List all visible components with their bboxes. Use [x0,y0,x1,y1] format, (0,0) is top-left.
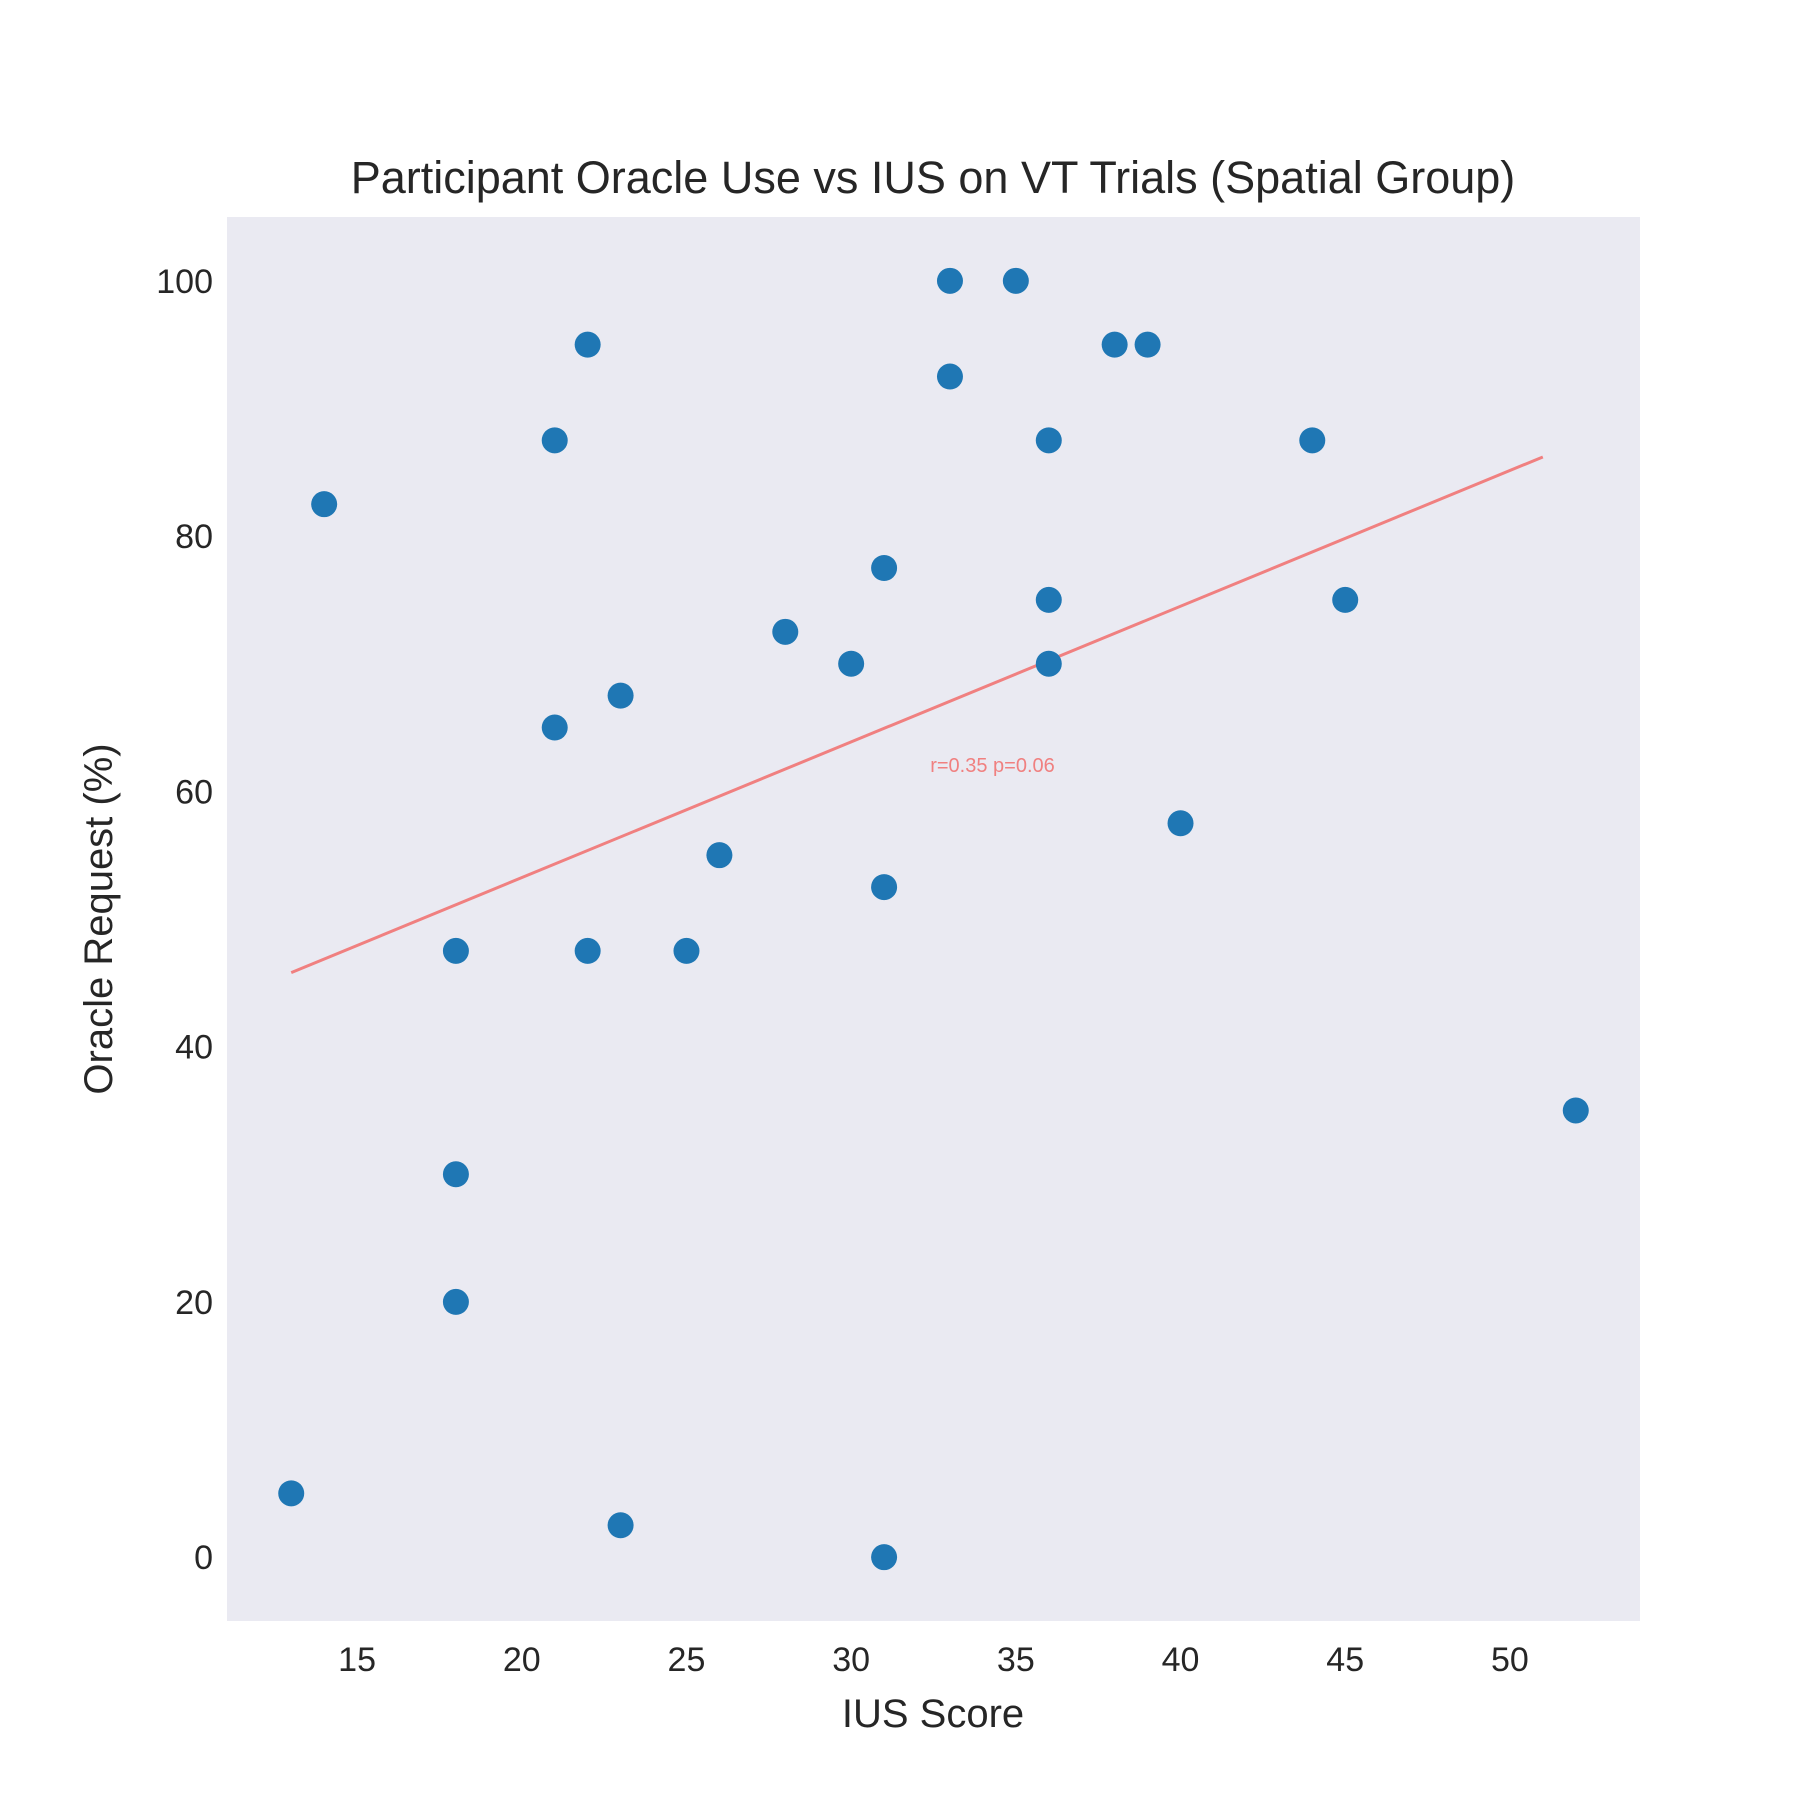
x-axis-ticks: 15 20 25 30 35 40 45 50 [338,1641,1529,1679]
data-point [673,937,700,964]
x-tick-label: 40 [1162,1641,1200,1679]
y-tick-label: 40 [175,1029,213,1067]
data-point [936,267,963,294]
data-point [1101,331,1128,358]
x-tick-label: 25 [668,1641,706,1679]
data-point [1134,331,1161,358]
data-point [871,1544,898,1571]
data-point [706,842,733,869]
data-point [607,1512,634,1539]
x-axis-label: IUS Score [842,1692,1024,1736]
y-tick-label: 100 [156,263,213,301]
y-axis-ticks: 0 20 40 60 80 100 [156,263,213,1577]
x-tick-label: 50 [1491,1641,1529,1679]
x-tick-label: 35 [997,1641,1035,1679]
data-point [1562,1097,1589,1124]
data-point [541,714,568,741]
data-point [541,427,568,454]
data-point [442,1288,469,1315]
data-point [772,618,799,645]
trend-line [290,455,1544,974]
x-tick-label: 45 [1326,1641,1364,1679]
x-tick-label: 30 [832,1641,870,1679]
data-point [1299,427,1326,454]
correlation-annotation: r=0.35 p=0.06 [930,755,1055,777]
y-axis-label: Oracle Request (%) [77,743,121,1094]
data-point [442,1161,469,1188]
data-point [936,363,963,390]
y-tick-label: 0 [194,1539,213,1577]
data-point [278,1480,305,1507]
trend-line-group [290,455,1544,974]
y-tick-label: 60 [175,773,213,811]
data-point [871,874,898,901]
data-point [838,650,865,677]
data-point [574,937,601,964]
chart-title: Participant Oracle Use vs IUS on VT Tria… [351,152,1516,203]
data-point [311,491,338,518]
data-point [1332,586,1359,613]
y-tick-label: 20 [175,1284,213,1322]
x-tick-label: 15 [338,1641,376,1679]
data-point [442,937,469,964]
data-point [1035,650,1062,677]
data-point [1002,267,1029,294]
data-point [607,682,634,709]
data-point [1035,427,1062,454]
data-point [1035,586,1062,613]
data-point [871,555,898,581]
y-tick-label: 80 [175,518,213,556]
x-tick-label: 20 [503,1641,541,1679]
plot-background [227,217,1640,1621]
data-points [278,267,1589,1571]
data-point [574,331,601,358]
data-point [1167,810,1194,837]
